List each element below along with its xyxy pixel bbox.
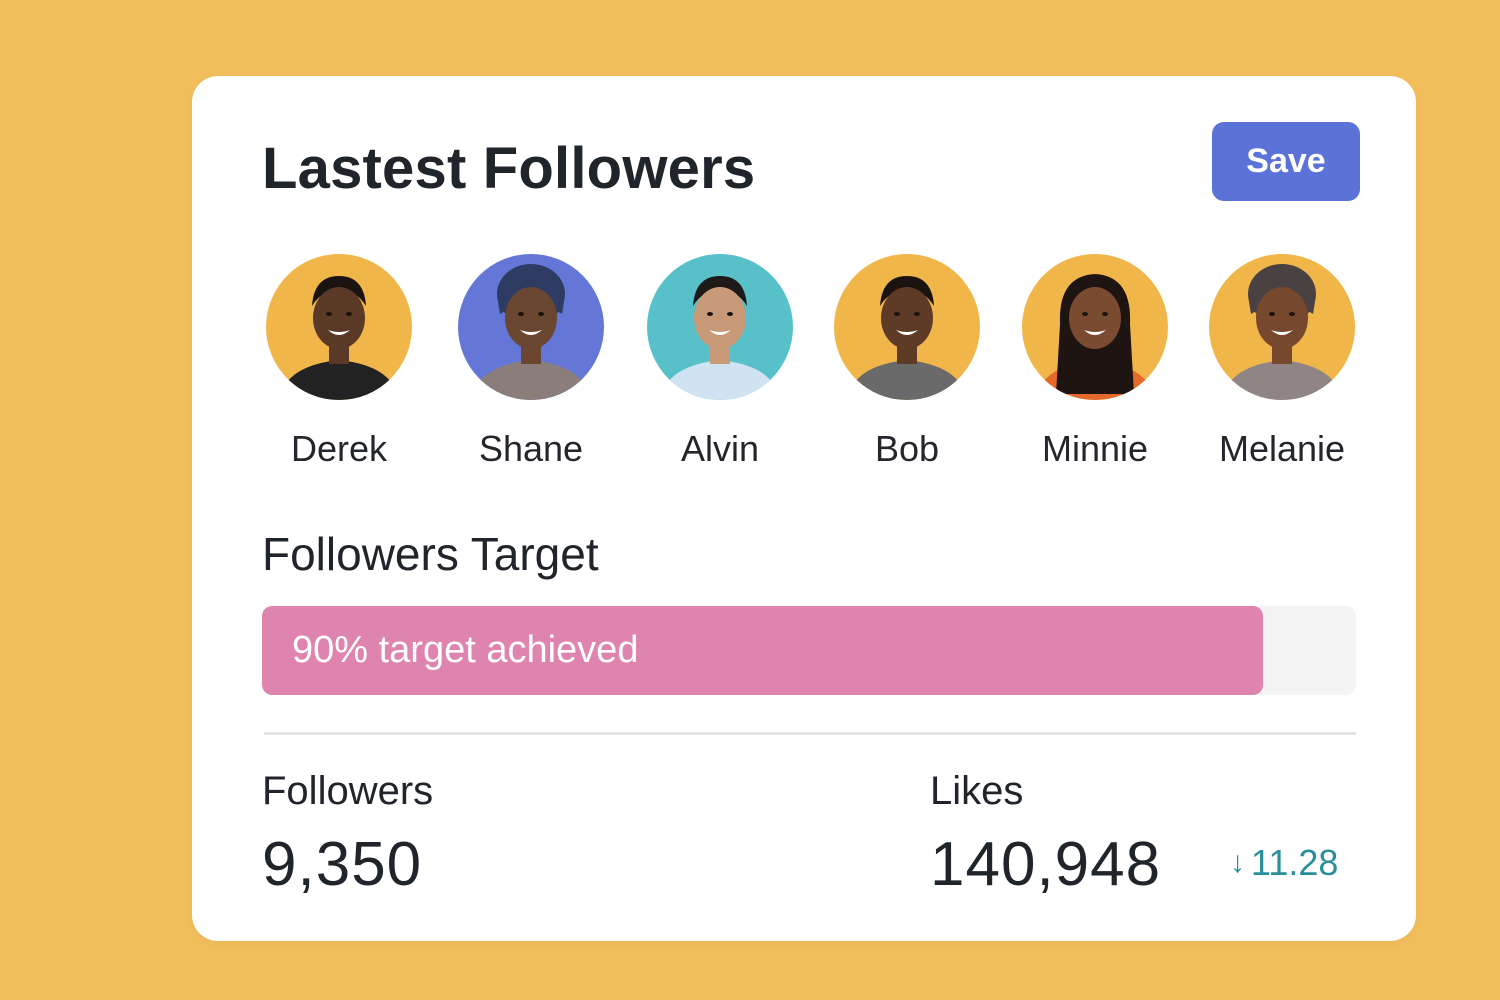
follower-item[interactable]: Melanie bbox=[1192, 254, 1372, 471]
follower-name: Alvin bbox=[680, 428, 760, 469]
arrow-down-icon: ↓ bbox=[1230, 846, 1245, 879]
likes-trend: ↓ 11.28 bbox=[1230, 838, 1338, 888]
avatar[interactable] bbox=[1209, 254, 1355, 400]
save-button[interactable]: Save bbox=[1212, 122, 1360, 201]
avatar[interactable] bbox=[1022, 254, 1168, 400]
followers-stat-value: 9,350 bbox=[262, 830, 423, 899]
likes-stat-value: 140,948 bbox=[930, 830, 1162, 899]
follower-item[interactable]: Alvin bbox=[630, 254, 810, 471]
person-icon bbox=[472, 264, 590, 400]
follower-name: Derek bbox=[290, 428, 388, 469]
divider bbox=[264, 732, 1356, 735]
follower-item[interactable]: Shane bbox=[441, 254, 621, 471]
target-progress-fill bbox=[262, 606, 1263, 695]
likes-trend-value: 11.28 bbox=[1251, 842, 1339, 883]
followers-stat-label: Followers bbox=[262, 769, 434, 813]
follower-name: Bob bbox=[874, 428, 940, 469]
person-icon bbox=[661, 276, 779, 400]
person-icon bbox=[1036, 274, 1154, 400]
avatar[interactable] bbox=[834, 254, 980, 400]
follower-item[interactable]: Bob bbox=[817, 254, 997, 471]
follower-name: Minnie bbox=[1041, 428, 1149, 469]
avatar[interactable] bbox=[458, 254, 604, 400]
person-icon bbox=[280, 276, 398, 400]
followers-card: Lastest Followers Save Derek Shane Alvin… bbox=[192, 76, 1416, 941]
target-progress-bar: 90% target achieved bbox=[262, 606, 1356, 695]
person-icon bbox=[848, 276, 966, 400]
avatar[interactable] bbox=[647, 254, 793, 400]
follower-item[interactable]: Minnie bbox=[1005, 254, 1185, 471]
follower-item[interactable]: Derek bbox=[249, 254, 429, 471]
target-title: Followers Target bbox=[262, 528, 599, 580]
followers-list: Derek Shane Alvin Bob Minnie Melanie bbox=[192, 254, 1416, 484]
follower-name: Melanie bbox=[1218, 428, 1346, 469]
avatar[interactable] bbox=[266, 254, 412, 400]
card-title: Lastest Followers bbox=[262, 136, 756, 201]
likes-stat-label: Likes bbox=[930, 769, 1024, 813]
target-progress-label: 90% target achieved bbox=[292, 629, 639, 671]
follower-name: Shane bbox=[478, 428, 584, 469]
person-icon bbox=[1223, 264, 1341, 400]
